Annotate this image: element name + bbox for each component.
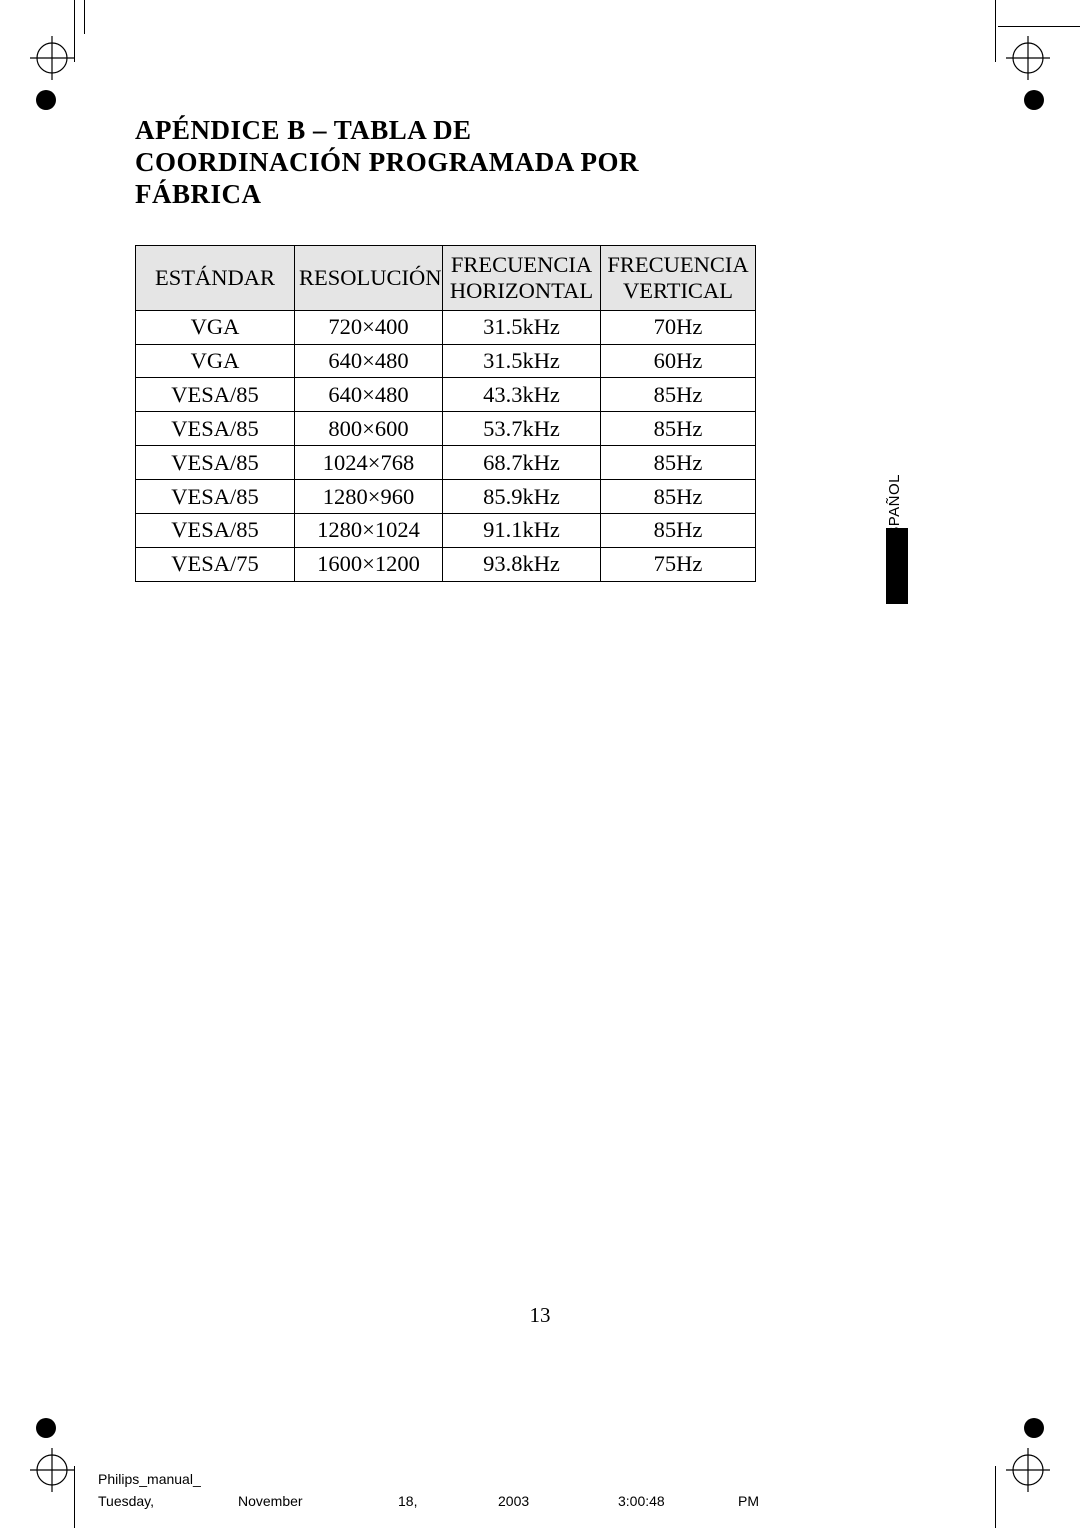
cell-standard: VESA/85 [136, 412, 295, 446]
cell-standard: VGA [136, 344, 295, 378]
footer-year: 2003 [498, 1493, 618, 1509]
registration-dot-top-left [36, 90, 56, 110]
cell-resolution: 640×480 [295, 378, 443, 412]
footer-ampm: PM [738, 1493, 759, 1509]
content-area: APÉNDICE B – TABLA DE COORDINACIÓN PROGR… [135, 115, 755, 582]
footer-time: 3:00:48 [618, 1493, 738, 1509]
crop-tick [74, 1466, 75, 1528]
footer-dateline: Tuesday, November 18, 2003 3:00:48 PM [98, 1493, 910, 1509]
cell-resolution: 1600×1200 [295, 547, 443, 581]
cell-vfreq: 85Hz [601, 446, 756, 480]
table-header-row: ESTÁNDAR RESOLUCIÓN FRECUENCIAHORIZONTAL… [136, 245, 756, 310]
footer-filename: Philips_manual_ [98, 1471, 910, 1487]
footer-weekday: Tuesday, [98, 1493, 238, 1509]
table-row: VESA/85 800×600 53.7kHz 85Hz [136, 412, 756, 446]
page-number: 13 [0, 1303, 1080, 1328]
table-row: VGA 720×400 31.5kHz 70Hz [136, 310, 756, 344]
cell-vfreq: 85Hz [601, 513, 756, 547]
cell-hfreq: 68.7kHz [443, 446, 601, 480]
cell-standard: VESA/85 [136, 480, 295, 514]
crop-tick [995, 0, 996, 62]
registration-mark-bottom-right [1006, 1448, 1050, 1492]
col-header-vfreq: FRECUENCIAVERTICAL [601, 245, 756, 310]
cell-vfreq: 75Hz [601, 547, 756, 581]
registration-dot-bottom-left [36, 1418, 56, 1438]
cell-vfreq: 85Hz [601, 480, 756, 514]
table-row: VESA/85 1024×768 68.7kHz 85Hz [136, 446, 756, 480]
table-row: VESA/75 1600×1200 93.8kHz 75Hz [136, 547, 756, 581]
registration-dot-bottom-right [1024, 1418, 1044, 1438]
timing-table: ESTÁNDAR RESOLUCIÓN FRECUENCIAHORIZONTAL… [135, 245, 756, 582]
registration-mark-bottom-left [30, 1448, 74, 1492]
cell-hfreq: 43.3kHz [443, 378, 601, 412]
cell-resolution: 1280×1024 [295, 513, 443, 547]
cell-resolution: 800×600 [295, 412, 443, 446]
cell-vfreq: 85Hz [601, 378, 756, 412]
registration-mark-top-left [30, 36, 74, 80]
registration-mark-top-right [1006, 36, 1050, 80]
cell-resolution: 1280×960 [295, 480, 443, 514]
title-line-1: APÉNDICE B – TABLA DE [135, 115, 472, 145]
col-header-resolution: RESOLUCIÓN [295, 245, 443, 310]
table-row: VESA/85 1280×960 85.9kHz 85Hz [136, 480, 756, 514]
cell-vfreq: 85Hz [601, 412, 756, 446]
cell-hfreq: 31.5kHz [443, 310, 601, 344]
table-row: VGA 640×480 31.5kHz 60Hz [136, 344, 756, 378]
table-row: VESA/85 640×480 43.3kHz 85Hz [136, 378, 756, 412]
cell-hfreq: 53.7kHz [443, 412, 601, 446]
title-line-2: COORDINACIÓN PROGRAMADA POR FÁBRICA [135, 147, 639, 209]
cell-resolution: 1024×768 [295, 446, 443, 480]
cell-standard: VESA/85 [136, 513, 295, 547]
language-side-tab: ESPAÑOL [886, 474, 910, 556]
cell-hfreq: 31.5kHz [443, 344, 601, 378]
crop-tick [998, 26, 1080, 27]
crop-tick [84, 0, 85, 34]
footer-day: 18, [398, 1493, 498, 1509]
cell-standard: VGA [136, 310, 295, 344]
footer: Philips_manual_ Tuesday, November 18, 20… [98, 1471, 910, 1509]
cell-hfreq: 93.8kHz [443, 547, 601, 581]
col-header-hfreq: FRECUENCIAHORIZONTAL [443, 245, 601, 310]
crop-tick [995, 1466, 996, 1528]
cell-standard: VESA/85 [136, 446, 295, 480]
crop-tick [74, 0, 75, 62]
cell-resolution: 720×400 [295, 310, 443, 344]
footer-month: November [238, 1493, 398, 1509]
appendix-title: APÉNDICE B – TABLA DE COORDINACIÓN PROGR… [135, 115, 755, 211]
col-header-standard: ESTÁNDAR [136, 245, 295, 310]
cell-resolution: 640×480 [295, 344, 443, 378]
page-root: APÉNDICE B – TABLA DE COORDINACIÓN PROGR… [0, 0, 1080, 1528]
cell-vfreq: 70Hz [601, 310, 756, 344]
registration-dot-top-right [1024, 90, 1044, 110]
cell-vfreq: 60Hz [601, 344, 756, 378]
cell-standard: VESA/75 [136, 547, 295, 581]
cell-hfreq: 91.1kHz [443, 513, 601, 547]
cell-standard: VESA/85 [136, 378, 295, 412]
language-block-indicator [886, 528, 908, 604]
cell-hfreq: 85.9kHz [443, 480, 601, 514]
table-row: VESA/85 1280×1024 91.1kHz 85Hz [136, 513, 756, 547]
table-body: VGA 720×400 31.5kHz 70Hz VGA 640×480 31.… [136, 310, 756, 581]
